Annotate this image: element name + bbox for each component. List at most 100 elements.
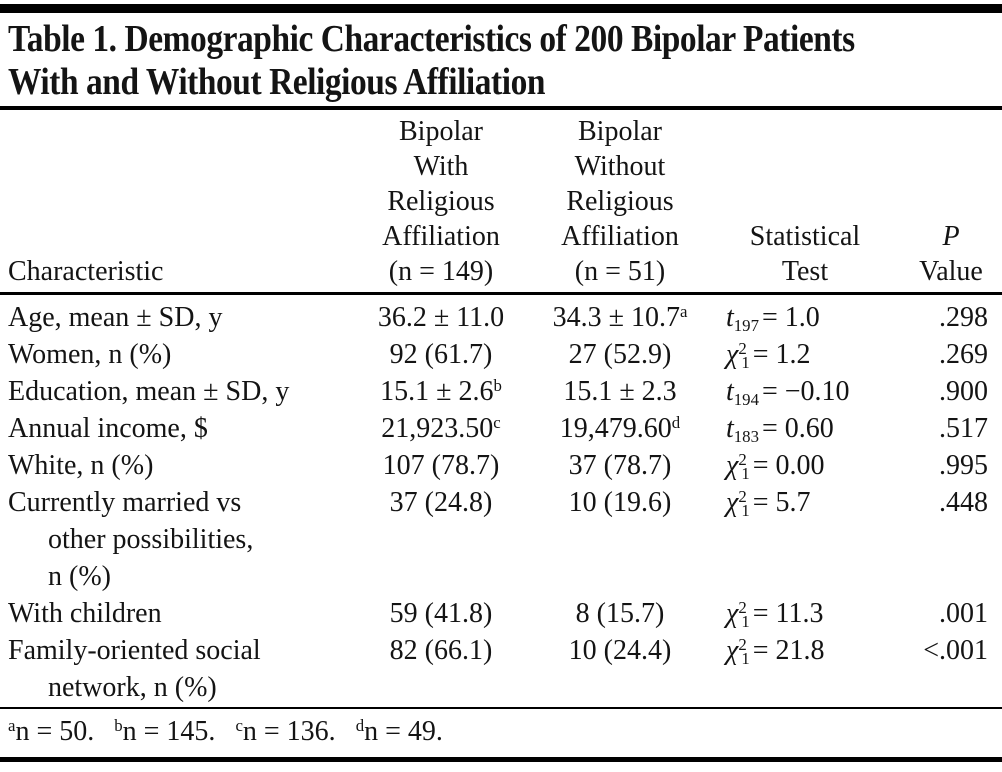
footnote-marker: a <box>8 715 16 735</box>
statistic-expression: χ21 = 5.7 <box>726 486 811 520</box>
column-header-bipolar-without-religious-affiliation: Bipolar Without Religious Affiliation (n = 5… <box>530 114 710 289</box>
with-affiliation-cell: 82 (66.1) <box>352 632 530 669</box>
stat-test-cell: χ21 = 11.3 <box>710 595 900 632</box>
table-header-row: Characteristic Bipolar With Religious Affil… <box>0 114 1002 289</box>
statistic-subscript: 1 <box>741 463 750 483</box>
stat-test-cell: t183 = 0.60 <box>710 410 900 447</box>
statistic-value: = 21.8 <box>752 635 825 666</box>
without-affiliation-cell: 8 (15.7) <box>530 595 710 632</box>
characteristic-line: Family-oriented social <box>8 635 261 666</box>
with-affiliation-cell: 37 (24.8) <box>352 484 530 521</box>
characteristic-line: n (%) <box>48 561 111 592</box>
statistic-superscript: 2 <box>738 634 747 654</box>
stat-test-cell: χ21 = 0.00 <box>710 447 900 484</box>
cell-value: 82 (66.1) <box>389 635 493 666</box>
cell-value: 37 (24.8) <box>389 487 493 518</box>
statistic-value: = 11.3 <box>752 598 824 629</box>
p-value-cell: .001 <box>939 598 988 629</box>
statistic-superscript: 2 <box>738 486 747 506</box>
with-affiliation-cell: 107 (78.7) <box>352 447 530 484</box>
statistic-symbol: χ <box>726 339 739 370</box>
table-title: Table 1. Demographic Characteristics of … <box>8 18 855 104</box>
without-affiliation-cell: 37 (78.7) <box>530 447 710 484</box>
p-value-cell: .269 <box>939 339 988 370</box>
table-row: Currently married vs other possibilities,… <box>0 484 1002 595</box>
p-value-cell: .448 <box>939 487 988 518</box>
statistic-symbol: χ <box>726 598 739 629</box>
header-rule <box>0 292 1002 295</box>
characteristic-line: Age, mean ± SD, y <box>8 302 223 333</box>
column-header-statistical-test: Statistical Test <box>710 219 900 289</box>
statistic-subscript: 183 <box>733 426 759 446</box>
statistic-superscript: 2 <box>738 449 747 469</box>
cell-value: 15.1 ± 2.3 <box>563 376 677 407</box>
statistic-expression: χ21 = 0.00 <box>726 449 825 483</box>
footnote-marker: b <box>114 715 123 735</box>
characteristic-line: Education, mean ± SD, y <box>8 376 290 407</box>
characteristic-line: other possibilities, <box>48 524 254 555</box>
p-value-cell: .995 <box>939 450 988 481</box>
header-line: Bipolar <box>578 116 662 147</box>
stat-test-cell: χ21 = 1.2 <box>710 336 900 373</box>
statistic-expression: χ21 = 21.8 <box>726 634 825 667</box>
statistic-symbol: t <box>726 413 734 444</box>
statistic-value: = 5.7 <box>752 487 811 518</box>
characteristic-line: network, n (%) <box>48 672 217 703</box>
statistic-subscript: 1 <box>741 611 750 631</box>
without-affiliation-cell: 10 (24.4) <box>530 632 710 669</box>
table-row: Family-oriented social network, n (%) 82 (… <box>0 632 1002 706</box>
header-line: Affiliation <box>561 221 679 252</box>
cell-value: 10 (24.4) <box>568 635 672 666</box>
cell-value: 92 (61.7) <box>389 339 493 370</box>
cell-value: 59 (41.8) <box>389 598 493 629</box>
statistic-subscript: 1 <box>741 500 750 520</box>
cell-value: 15.1 ± 2.6 <box>380 376 494 407</box>
footnote-marker: d <box>355 715 365 735</box>
statistic-symbol: t <box>726 376 734 407</box>
footnote-item: cn = 136. <box>235 715 336 747</box>
statistic-subscript: 194 <box>733 389 759 409</box>
cell-value: 107 (78.7) <box>382 450 500 481</box>
characteristic-cell: Age, mean ± SD, y <box>0 299 352 336</box>
characteristic-line: White, n (%) <box>8 450 154 481</box>
footnote-rule <box>0 707 1002 709</box>
value-superscript: d <box>671 412 681 432</box>
without-affiliation-cell: 27 (52.9) <box>530 336 710 373</box>
with-affiliation-cell: 21,923.50c <box>352 410 530 447</box>
bottom-rule <box>0 757 1002 762</box>
statistic-value: = 0.60 <box>761 413 834 444</box>
without-affiliation-cell: 10 (19.6) <box>530 484 710 521</box>
cell-value: 21,923.50 <box>381 413 494 444</box>
table-title-line: Table 1. Demographic Characteristics of … <box>8 18 855 60</box>
statistic-expression: t197 = 1.0 <box>726 302 820 335</box>
column-header-characteristic: Characteristic <box>8 256 164 287</box>
p-value-cell: <.001 <box>923 635 988 666</box>
cell-value: 36.2 ± 11.0 <box>377 302 505 333</box>
with-affiliation-cell: 36.2 ± 11.0 <box>352 299 530 336</box>
statistic-value: = 1.0 <box>761 302 820 333</box>
statistic-value: = 0.00 <box>752 450 825 481</box>
column-header-p-value: P Value <box>900 219 1002 289</box>
characteristic-cell: Education, mean ± SD, y <box>0 373 352 410</box>
title-rule <box>0 106 1002 110</box>
header-line: (n = 51) <box>574 256 666 287</box>
header-line: Without <box>574 151 666 182</box>
footnote-item: dn = 49. <box>355 715 443 747</box>
statistic-expression: t194 = −0.10 <box>726 376 850 409</box>
statistic-subscript: 197 <box>733 315 759 335</box>
characteristic-line: With children <box>8 598 162 629</box>
p-value-cell: .900 <box>939 376 988 407</box>
table-row: With children 59 (41.8) 8 (15.7) χ21 = 11.3.… <box>0 595 1002 632</box>
cell-value: 37 (78.7) <box>568 450 672 481</box>
with-affiliation-cell: 59 (41.8) <box>352 595 530 632</box>
header-line: Test <box>781 256 829 287</box>
stat-test-cell: t194 = −0.10 <box>710 373 900 410</box>
footnote-item: an = 50. <box>8 715 95 747</box>
value-superscript: a <box>679 301 688 321</box>
footnote-item: bn = 145. <box>114 715 216 747</box>
characteristic-line: Currently married vs <box>8 487 242 518</box>
statistic-symbol: χ <box>726 487 739 518</box>
characteristic-cell: White, n (%) <box>0 447 352 484</box>
p-value-cell: .298 <box>939 302 988 333</box>
cell-value: 10 (19.6) <box>568 487 672 518</box>
